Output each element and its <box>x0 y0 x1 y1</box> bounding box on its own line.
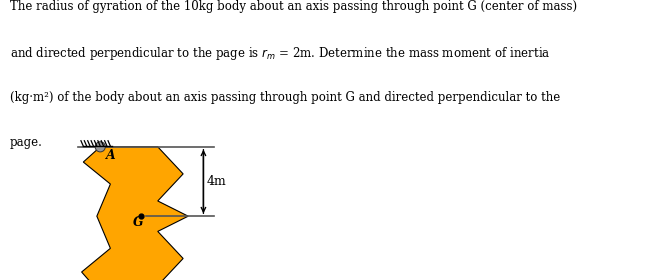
Text: G: G <box>133 216 144 229</box>
Circle shape <box>95 142 106 152</box>
Text: page.: page. <box>10 136 43 149</box>
Polygon shape <box>81 147 188 280</box>
Text: 4m: 4m <box>206 175 226 188</box>
Text: and directed perpendicular to the page is $r_m$ = 2m. Determine the mass moment : and directed perpendicular to the page i… <box>10 45 550 62</box>
Text: A: A <box>106 150 115 162</box>
Text: The radius of gyration of the 10kg body about an axis passing through point G (c: The radius of gyration of the 10kg body … <box>10 0 577 13</box>
Text: (kg·m²) of the body about an axis passing through point G and directed perpendic: (kg·m²) of the body about an axis passin… <box>10 91 560 104</box>
